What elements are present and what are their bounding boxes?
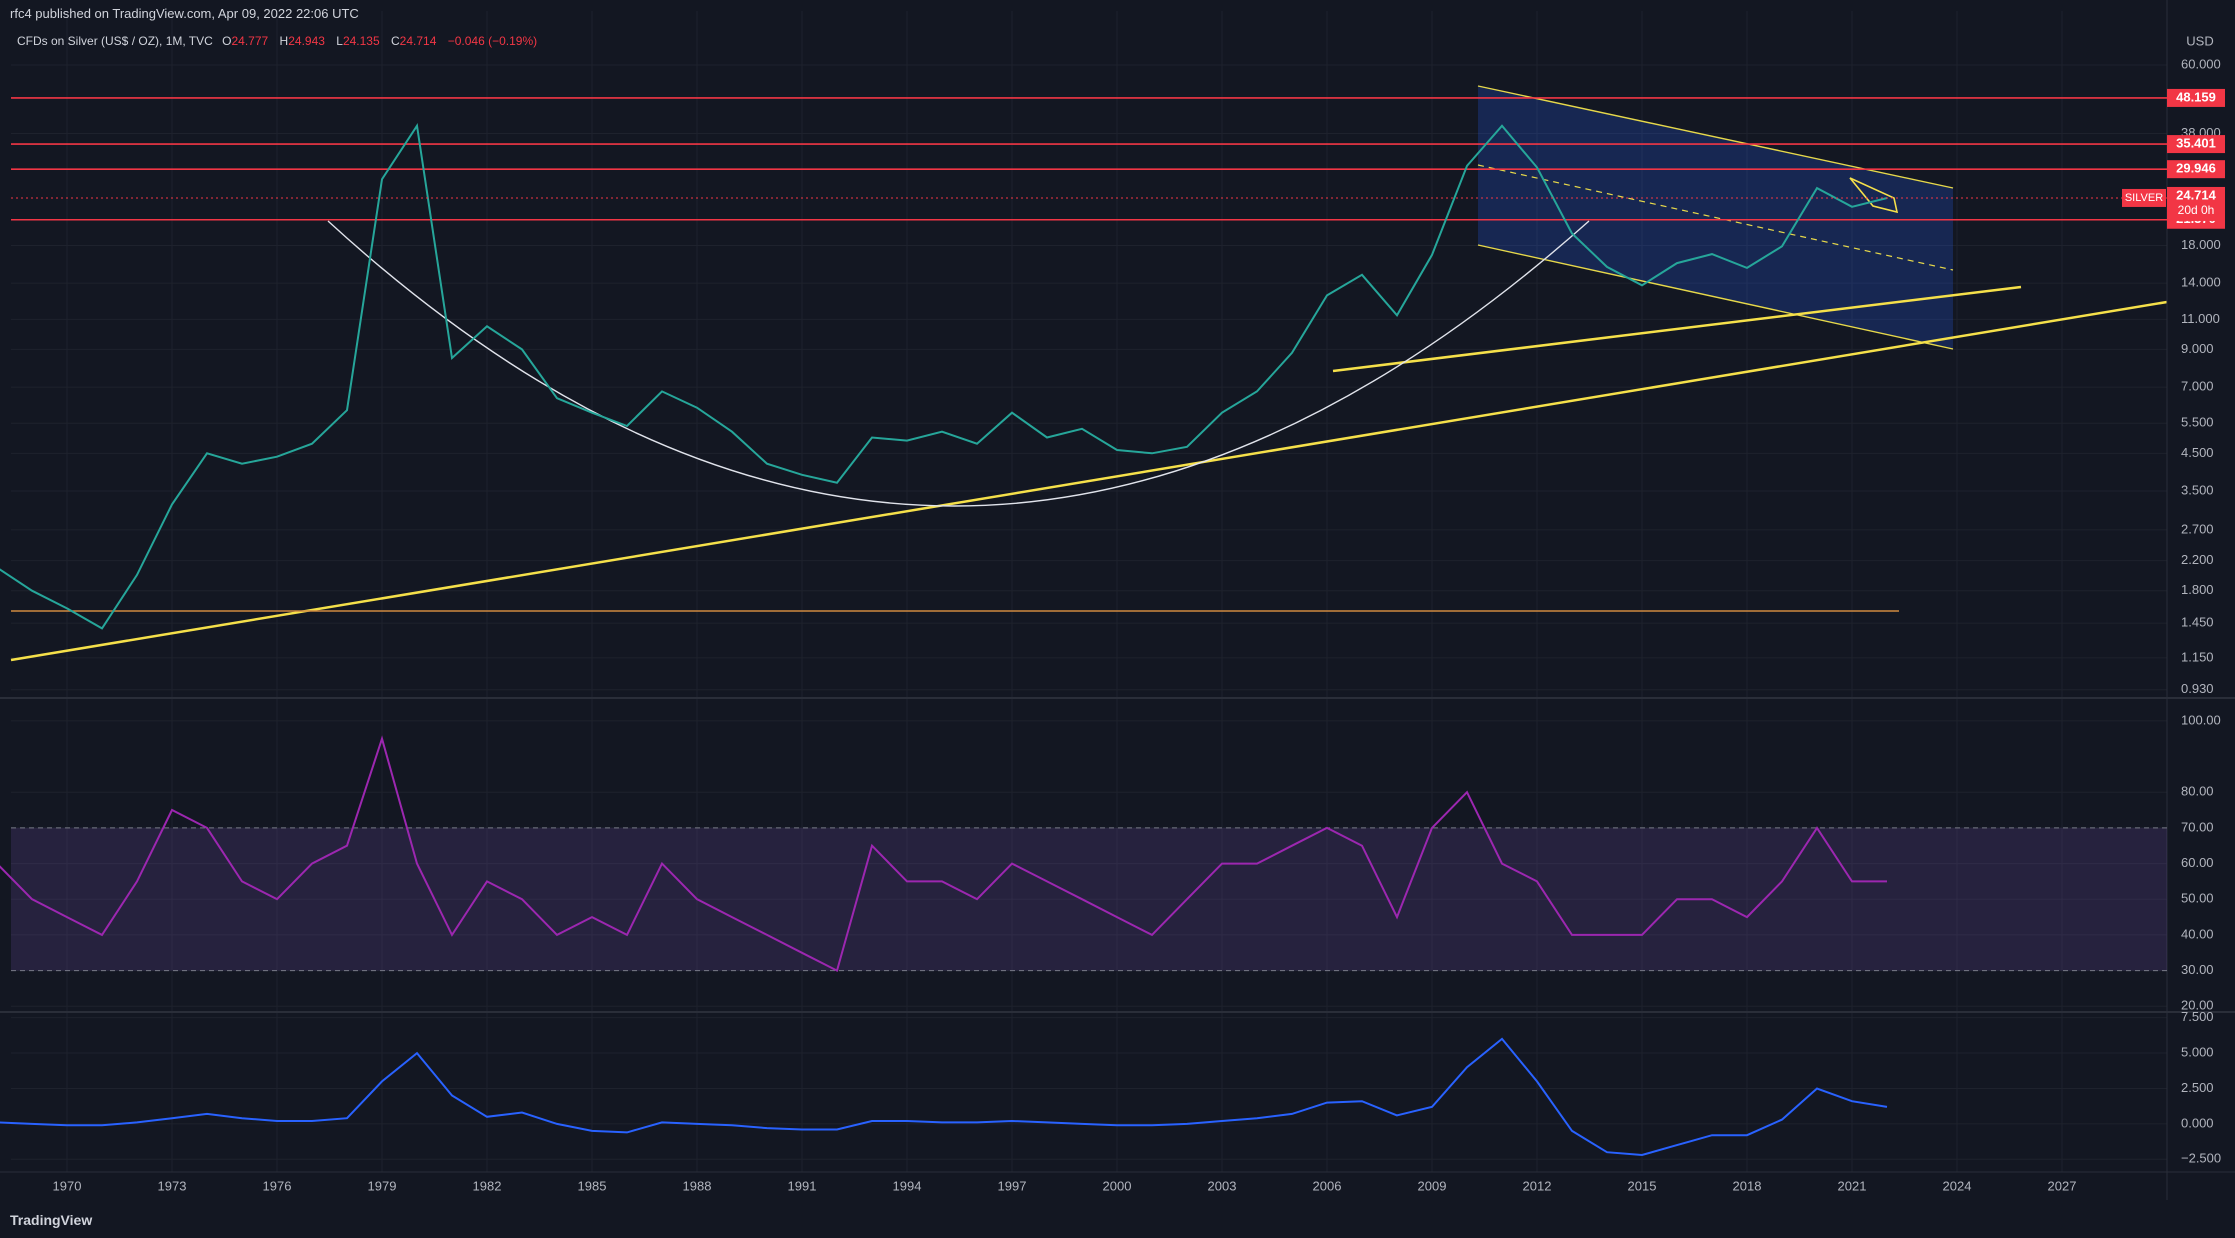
y-tick-label: 100.00 — [2181, 712, 2221, 727]
y-tick-label: 14.000 — [2181, 275, 2221, 290]
y-tick-label: 1.450 — [2181, 615, 2214, 630]
level-label: 29.946 — [2176, 161, 2216, 176]
x-tick-label: 1973 — [158, 1178, 187, 1193]
level-label: 35.401 — [2176, 136, 2216, 151]
x-tick-label: 1997 — [998, 1178, 1027, 1193]
ohlc-value: 24.943 — [288, 34, 325, 48]
y-tick-label: 7.000 — [2181, 379, 2214, 394]
x-tick-label: 2000 — [1103, 1178, 1132, 1193]
x-tick-label: 2027 — [2048, 1178, 2077, 1193]
ohlc-value: 24.714 — [399, 34, 437, 48]
ohlc-value: 24.777 — [231, 34, 269, 48]
level-tag — [2167, 135, 2225, 154]
x-tick-label: 1982 — [473, 1178, 502, 1193]
y-tick-label: 11.000 — [2181, 311, 2220, 326]
countdown: 20d 0h — [2178, 203, 2215, 217]
ohlc-value: 24.135 — [342, 34, 380, 48]
x-tick-label: 2018 — [1733, 1178, 1762, 1193]
y-tick-label: 70.00 — [2181, 819, 2214, 834]
y-tick-label: 80.00 — [2181, 784, 2214, 799]
y-tick-label: 5.000 — [2181, 1044, 2214, 1059]
channel-mid — [1477, 164, 1954, 271]
price-tag — [2167, 186, 2225, 221]
trendline — [1332, 285, 2022, 373]
y-tick-label: 1.800 — [2181, 582, 2214, 597]
wedge — [1849, 177, 1899, 214]
x-tick-label: 1988 — [683, 1178, 712, 1193]
x-tick-label: 2009 — [1418, 1178, 1447, 1193]
y-tick-label: 3.500 — [2181, 482, 2214, 497]
y-tick-label: 0.930 — [2181, 681, 2214, 696]
change: −0.046 (−0.19%) — [447, 34, 538, 48]
y-tick-label: 30.00 — [2181, 962, 2214, 977]
brand: TradingView — [10, 1212, 93, 1228]
x-tick-label: 1994 — [893, 1178, 922, 1193]
x-tick-label: 1976 — [263, 1178, 292, 1193]
y-tick-label: 2.500 — [2181, 1080, 2214, 1095]
legend: CFDs on Silver (US$ / OZ), 1M, TVC O24.7… — [17, 34, 545, 48]
x-tick-label: 1979 — [368, 1178, 397, 1193]
x-tick-label: 2024 — [1943, 1178, 1972, 1193]
ohlc-key: O — [222, 34, 232, 48]
y-tick-label: −2.500 — [2181, 1151, 2221, 1166]
series-line — [0, 1037, 1888, 1157]
y-tick-label: 0.000 — [2181, 1115, 2214, 1130]
y-tick-label: 4.500 — [2181, 445, 2214, 460]
drawings — [0, 0, 2235, 1200]
last-price: 24.714 — [2176, 187, 2217, 202]
y-tick-label: 7.500 — [2181, 1009, 2214, 1024]
publisher: rfc4 published on TradingView.com, Apr 0… — [10, 6, 359, 21]
level-label: 48.159 — [2176, 89, 2216, 104]
series-line — [0, 123, 1888, 630]
y-tick-label: 60.000 — [2181, 56, 2221, 71]
x-tick-label: 2012 — [1523, 1178, 1552, 1193]
ohlc-key: C — [391, 34, 400, 48]
y-tick-label: 50.00 — [2181, 891, 2214, 906]
level-tag — [2167, 88, 2225, 107]
arc — [327, 220, 1590, 507]
y-tick-label: 20.00 — [2181, 998, 2214, 1013]
x-tick-label: 2006 — [1313, 1178, 1342, 1193]
y-tick-label: 40.00 — [2181, 926, 2214, 941]
y-tick-label: 2.200 — [2181, 552, 2214, 567]
y-tick-label: 5.500 — [2181, 415, 2214, 430]
y-tick-label: 9.000 — [2181, 341, 2214, 356]
x-tick-label: 2015 — [1628, 1178, 1657, 1193]
series-line — [0, 735, 1887, 973]
y-tick-label: 18.000 — [2181, 237, 2221, 252]
x-tick-label: 2021 — [1838, 1178, 1867, 1193]
x-tick-label: 1970 — [53, 1178, 82, 1193]
ohlc-key: L — [336, 34, 343, 48]
y-tick-label: 1.150 — [2181, 649, 2214, 664]
symbol-title: CFDs on Silver (US$ / OZ), 1M, TVC — [17, 34, 213, 48]
level-tag — [2167, 160, 2225, 179]
y-tick-label: 60.00 — [2181, 855, 2214, 870]
x-tick-label: 1991 — [788, 1178, 817, 1193]
channel-top — [1477, 85, 1954, 189]
grid — [11, 11, 2167, 1172]
trendline — [10, 300, 2168, 662]
channel-bottom — [1477, 244, 1954, 350]
y-tick-label: 2.700 — [2181, 521, 2214, 536]
x-tick-label: 2003 — [1208, 1178, 1237, 1193]
ohlc-key: H — [279, 34, 289, 48]
currency: USD — [2186, 33, 2213, 48]
symbol-name: SILVER — [2125, 192, 2163, 204]
x-tick-label: 1985 — [578, 1178, 607, 1193]
rsi-band — [11, 827, 2167, 971]
symbol-tag — [2122, 188, 2166, 207]
